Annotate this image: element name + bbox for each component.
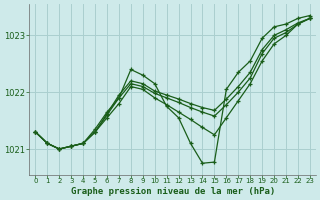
X-axis label: Graphe pression niveau de la mer (hPa): Graphe pression niveau de la mer (hPa)	[70, 187, 275, 196]
